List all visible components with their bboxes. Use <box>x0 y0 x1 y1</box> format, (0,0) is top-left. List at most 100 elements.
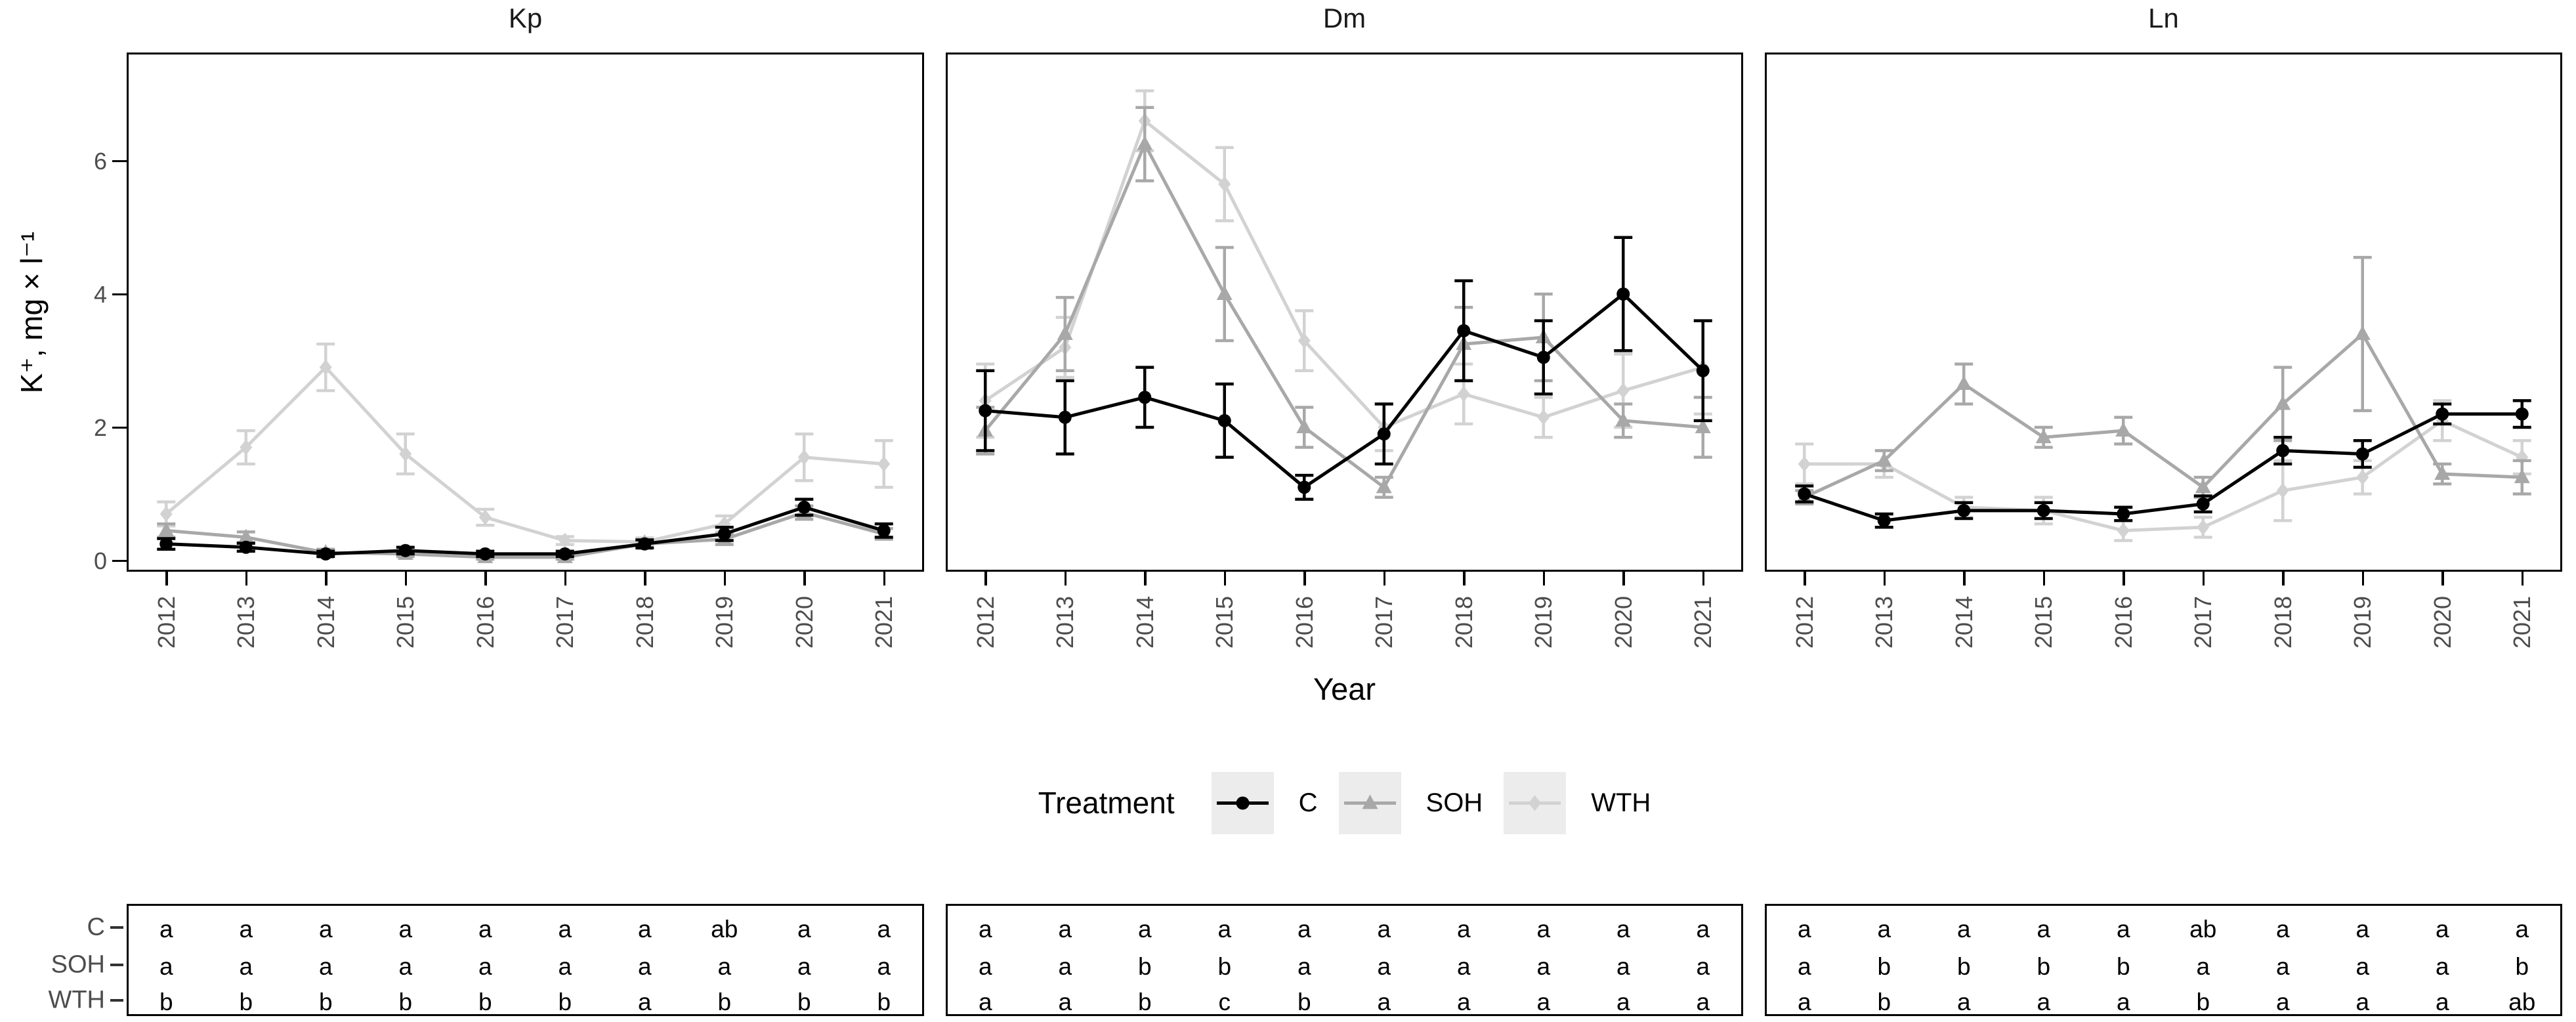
x-tick-mark <box>404 572 407 586</box>
x-tick-label: 2016 <box>1290 595 1318 649</box>
x-tick-label: 2021 <box>870 595 898 649</box>
letter-cell: a <box>2355 989 2370 1015</box>
x-tick-mark <box>1463 572 1466 586</box>
chart-svg-ln <box>1795 255 2531 542</box>
y-tick-mark <box>112 160 127 163</box>
legend-label-wth: WTH <box>1591 788 1651 817</box>
chart-panel-ln <box>1765 53 2562 572</box>
letter-cell: a <box>2275 953 2290 980</box>
diamond-marker-icon <box>240 439 253 456</box>
letter-cell: a <box>1536 916 1551 943</box>
circle-marker-icon <box>1058 410 1072 424</box>
x-tick-mark <box>2202 572 2205 586</box>
diamond-marker-icon <box>399 446 412 462</box>
letter-cell: a <box>2275 916 2290 943</box>
letter-cell: a <box>2275 989 2290 1015</box>
x-tick-label: 2020 <box>790 595 818 649</box>
series-line <box>1804 412 2522 522</box>
x-tick-mark <box>2282 572 2285 586</box>
x-tick-label: 2012 <box>152 595 180 649</box>
legend-item-wth: WTH <box>1504 771 1651 834</box>
letter-cell: b <box>1956 953 1971 980</box>
x-tick-mark <box>1223 572 1226 586</box>
x-tick-mark <box>2122 572 2125 586</box>
triangle-marker-icon <box>238 528 254 543</box>
circle-marker-icon <box>478 547 492 561</box>
x-tick-label: 2021 <box>1689 595 1717 649</box>
chart-panel-dm <box>946 53 1743 572</box>
letter-cell: a <box>877 916 891 943</box>
diamond-marker-icon <box>1537 409 1550 425</box>
series-line <box>984 117 1704 429</box>
x-tick-label: 2019 <box>2349 595 2376 649</box>
letters-table-kp: a a a a a a a ab a a a a a a a a a a a a b b b b b b a b b b <box>127 904 924 1016</box>
diamond-marker-icon <box>877 456 891 472</box>
x-tick-mark <box>564 572 566 586</box>
x-tick-label: 2013 <box>1870 595 1898 649</box>
letter-cell: a <box>159 953 173 980</box>
y-tick-label: 0 <box>93 547 107 574</box>
x-tick-mark <box>1702 572 1704 586</box>
diamond-marker-icon <box>1616 383 1630 399</box>
circle-marker-icon <box>797 500 811 514</box>
x-tick-mark <box>1804 572 1806 586</box>
letter-cell: a <box>2435 916 2449 943</box>
triangle-marker-icon <box>1362 794 1378 809</box>
diamond-marker-icon <box>159 505 173 522</box>
letter-cell: a <box>1377 953 1391 980</box>
x-tick-label: 2013 <box>1051 595 1079 649</box>
letter-cell: a <box>1058 989 1072 1015</box>
letter-cell: b <box>159 989 173 1015</box>
circle-marker-icon <box>558 547 572 561</box>
diamond-marker-icon <box>559 532 572 549</box>
letter-cell: a <box>1456 953 1471 980</box>
triangle-marker-icon <box>1137 135 1153 150</box>
row-label-wth: WTH <box>48 986 105 1014</box>
letter-cell: b <box>1877 953 1891 980</box>
letter-cell: a <box>2435 953 2449 980</box>
series-line <box>166 511 885 559</box>
triangle-marker-icon <box>2275 395 2291 410</box>
triangle-marker-icon <box>2354 325 2371 340</box>
x-tick-mark <box>803 572 806 586</box>
letter-cell: a <box>637 953 652 980</box>
x-tick-label: 2014 <box>312 595 339 649</box>
letter-cell: a <box>558 953 572 980</box>
y-tick-mark <box>112 293 127 296</box>
circle-marker-icon <box>979 404 992 417</box>
triangle-marker-icon <box>1876 452 1892 467</box>
circle-marker-icon <box>1138 391 1152 404</box>
letter-cell: a <box>239 953 253 980</box>
letter-cell: a <box>318 953 333 980</box>
row-label-soh: SOH <box>51 950 105 979</box>
facet-title-dm: Dm <box>1322 3 1366 33</box>
x-tick-label: 2015 <box>392 595 419 649</box>
letter-cell: a <box>1456 989 1471 1015</box>
letter-cell: a <box>637 989 652 1015</box>
x-tick-mark <box>984 572 987 586</box>
letter-cell: a <box>797 953 811 980</box>
series-c <box>157 498 893 561</box>
letter-cell: a <box>877 953 891 980</box>
letter-cell: a <box>1797 916 1811 943</box>
series-soh <box>976 106 1712 499</box>
series-soh <box>1795 255 2531 505</box>
x-axis-title: Year <box>1313 671 1376 706</box>
letter-cell: a <box>1456 916 1471 943</box>
letter-cell: a <box>2116 916 2130 943</box>
x-tick-mark <box>1622 572 1625 586</box>
triangle-marker-icon <box>1057 325 1073 340</box>
circle-marker-icon <box>2276 444 2290 458</box>
circle-marker-icon <box>1798 487 1811 501</box>
x-tick-label: 2018 <box>1450 595 1477 649</box>
circle-marker-icon <box>1957 503 1971 517</box>
circle-marker-icon <box>2436 407 2449 421</box>
letter-cell: a <box>398 916 413 943</box>
circle-marker-icon <box>638 537 652 551</box>
circle-marker-icon <box>1217 414 1231 427</box>
series-c <box>976 236 1712 501</box>
letter-cell: a <box>1217 916 1232 943</box>
x-tick-label: 2020 <box>1609 595 1637 649</box>
letter-cell: a <box>797 916 811 943</box>
